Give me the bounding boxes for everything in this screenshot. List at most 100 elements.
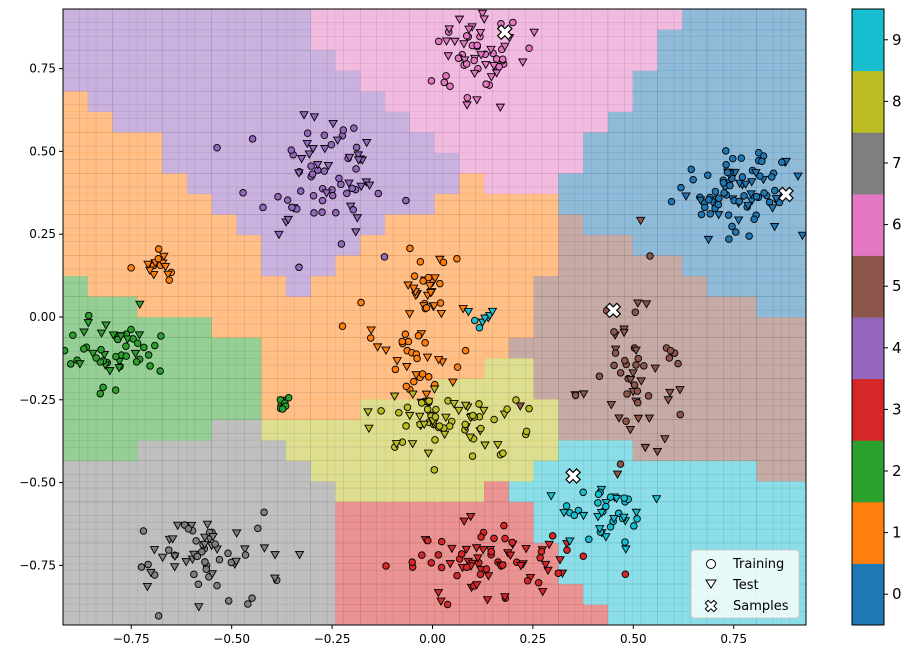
training-point: [674, 359, 682, 368]
test-point: [429, 385, 440, 394]
region-cell: [781, 460, 806, 482]
region-cell: [360, 563, 386, 585]
colorbar: 0 1 2 3 4 5 6 7 8 9: [851, 8, 902, 626]
training-point: [66, 360, 75, 368]
region-cell: [657, 501, 683, 523]
region-cell: [583, 255, 609, 277]
region-cell: [285, 317, 311, 338]
training-point: [215, 555, 224, 564]
region-cell: [211, 234, 237, 256]
training-point: [760, 189, 768, 197]
test-point: [594, 525, 605, 534]
training-point: [295, 263, 303, 272]
region-cell: [583, 132, 609, 154]
training-point: [728, 222, 736, 231]
test-point: [751, 169, 761, 178]
region-cell: [632, 234, 658, 256]
region-cell: [484, 378, 510, 400]
region-cell: [310, 604, 336, 625]
region-cell: [384, 460, 411, 482]
region-cell: [706, 399, 732, 420]
training-point: [715, 194, 723, 203]
training-point: [620, 494, 628, 502]
y-tick-label: 0.75: [29, 62, 56, 76]
training-point: [352, 143, 361, 152]
region-cell: [112, 91, 138, 112]
training-point: [512, 396, 520, 404]
test-point: [411, 371, 421, 380]
data-points: [63, 9, 806, 620]
training-point: [254, 524, 262, 533]
region-cell: [384, 173, 411, 195]
region-cell: [657, 440, 683, 462]
region-cell: [682, 296, 708, 318]
region-cell: [137, 50, 163, 71]
region-cell: [162, 317, 188, 338]
region-cell: [583, 296, 609, 318]
region-cell: [632, 481, 658, 503]
region-cell: [310, 542, 336, 564]
training-point: [697, 210, 706, 219]
decision-regions: [63, 9, 806, 625]
region-cell: [211, 419, 237, 441]
region-cell: [533, 317, 559, 338]
region-cell: [211, 152, 237, 174]
region-cell: [409, 234, 435, 256]
region-cell: [409, 111, 435, 133]
training-point: [503, 405, 511, 413]
region-cell: [484, 501, 510, 523]
test-point: [478, 406, 489, 416]
region-cell: [558, 234, 584, 256]
test-point: [143, 260, 153, 270]
region-cell: [162, 50, 188, 71]
region-cell: [236, 419, 262, 441]
region-cell: [87, 399, 113, 420]
training-point: [537, 547, 546, 556]
region-cell: [731, 255, 757, 277]
region-cell: [285, 501, 311, 523]
region-cell: [558, 481, 584, 503]
region-cell: [63, 275, 89, 297]
training-point: [427, 559, 436, 567]
region-cell: [162, 91, 188, 112]
training-point: [440, 78, 449, 87]
test-point: [299, 111, 309, 120]
y-tick-label: 0.25: [29, 227, 56, 241]
region-cell: [162, 29, 188, 51]
region-cell: [112, 583, 138, 605]
region-cell: [360, 604, 386, 625]
test-point: [436, 309, 447, 319]
region-cell: [236, 152, 262, 174]
region-cell: [533, 29, 559, 51]
region-cell: [756, 296, 782, 318]
region-cell: [607, 440, 633, 462]
region-cell: [186, 501, 212, 523]
region-cell: [137, 542, 163, 564]
region-cell: [583, 214, 609, 236]
region-cell: [409, 50, 435, 71]
region-cell: [657, 173, 683, 195]
region-cell: [186, 399, 212, 420]
region-cell: [682, 214, 708, 236]
training-point: [501, 534, 509, 543]
colorbar-segment: [852, 255, 884, 318]
region-cell: [533, 399, 559, 420]
test-point: [482, 596, 493, 605]
test-point: [540, 560, 551, 570]
training-point: [139, 527, 148, 535]
region-cell: [632, 583, 658, 605]
training-point: [241, 551, 250, 559]
training-point: [424, 373, 433, 381]
region-cell: [360, 70, 386, 92]
region-cell: [756, 460, 782, 482]
region-cell: [186, 419, 212, 441]
test-point: [771, 194, 782, 204]
test-point: [578, 390, 589, 399]
training-point: [705, 195, 713, 204]
region-cell: [533, 522, 559, 544]
region-cell: [781, 440, 806, 462]
training-point: [296, 187, 305, 195]
region-cell: [384, 9, 411, 30]
test-point: [767, 204, 778, 213]
